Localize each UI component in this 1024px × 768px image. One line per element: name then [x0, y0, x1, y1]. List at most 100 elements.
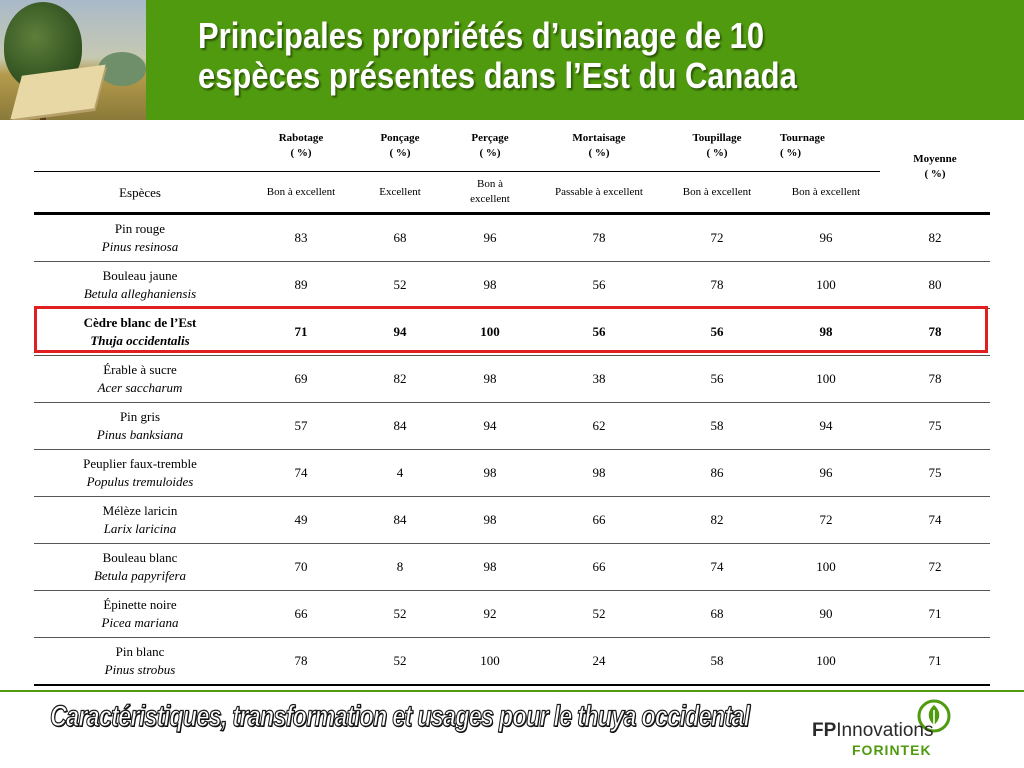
species-scientific-name: Picea mariana [101, 615, 179, 630]
value-cell: 52 [536, 590, 662, 638]
value-cell: 74 [662, 543, 772, 591]
col-unit: ( %) [479, 147, 501, 159]
value-cell: 98 [536, 449, 662, 497]
species-cell: Bouleau jaune Betula alleghaniensis [34, 261, 246, 309]
species-common-name: Érable à sucre [103, 362, 177, 377]
value-cell: 74 [246, 449, 356, 497]
header-band: Principales propriétés d’usinage de 10 e… [0, 0, 1024, 120]
value-cell: 78 [662, 261, 772, 309]
fpinnovations-logo: FPInnovations FORINTEK [812, 696, 1012, 762]
value-cell: 90 [772, 590, 880, 638]
average-cell: 71 [880, 590, 990, 638]
header-blank [34, 121, 246, 172]
value-cell: 98 [772, 308, 880, 356]
value-cell: 56 [536, 308, 662, 356]
rating-cell: Bon à excellent [246, 171, 356, 214]
species-scientific-name: Thuja occidentalis [90, 333, 190, 348]
species-common-name: Bouleau blanc [102, 550, 178, 565]
value-cell: 56 [662, 308, 772, 356]
logo-fp: FP [812, 720, 837, 741]
value-cell: 100 [444, 308, 536, 356]
col-name: Ponçage [380, 132, 420, 144]
species-cell: Épinette noire Picea mariana [34, 590, 246, 638]
value-cell: 94 [772, 402, 880, 450]
value-cell: 8 [356, 543, 444, 591]
page-title: Principales propriétés d’usinage de 10 e… [198, 16, 886, 96]
value-cell: 52 [356, 637, 444, 686]
value-cell: 72 [772, 496, 880, 544]
col-name: Mortaisage [572, 132, 626, 144]
average-cell: 80 [880, 261, 990, 309]
value-cell: 38 [536, 355, 662, 403]
species-common-name: Épinette noire [103, 597, 177, 612]
table-row: Peuplier faux-tremble Populus tremuloides… [34, 449, 990, 497]
value-cell: 78 [536, 212, 662, 262]
value-cell: 56 [536, 261, 662, 309]
table-row: Bouleau jaune Betula alleghaniensis 89 52 98… [34, 261, 990, 309]
footer-divider [0, 690, 1024, 692]
col-header-5: Tournage ( %) [772, 121, 880, 172]
col-unit: ( %) [389, 147, 411, 159]
average-header: Moyenne ( %) [880, 121, 990, 214]
rating-cell: Bon à excellent [662, 171, 772, 214]
species-cell: Érable à sucre Acer saccharum [34, 355, 246, 403]
value-cell: 71 [246, 308, 356, 356]
value-cell: 98 [444, 261, 536, 309]
value-cell: 89 [246, 261, 356, 309]
average-cell: 71 [880, 637, 990, 686]
species-scientific-name: Pinus strobus [104, 662, 176, 677]
col-unit: ( %) [588, 147, 610, 159]
value-cell: 94 [356, 308, 444, 356]
value-cell: 24 [536, 637, 662, 686]
title-line-2: espèces présentes dans l’Est du Canada [198, 55, 797, 96]
value-cell: 96 [772, 212, 880, 262]
species-scientific-name: Larix laricina [103, 521, 177, 536]
rating-cell: Passable à excellent [536, 171, 662, 214]
average-cell: 75 [880, 402, 990, 450]
species-cell: Pin rouge Pinus resinosa [34, 212, 246, 262]
logo-name: FPInnovations [812, 720, 933, 742]
species-common-name: Cèdre blanc de l’Est [83, 315, 197, 330]
table-row: Bouleau blanc Betula papyrifera 70 8 98 66 74 1… [34, 543, 990, 591]
value-cell: 84 [356, 402, 444, 450]
value-cell: 52 [356, 261, 444, 309]
value-cell: 78 [246, 637, 356, 686]
value-cell: 96 [444, 212, 536, 262]
average-unit: ( %) [924, 167, 946, 180]
value-cell: 98 [444, 543, 536, 591]
value-cell: 98 [444, 355, 536, 403]
logo-innovations: Innovations [836, 720, 934, 741]
value-cell: 100 [444, 637, 536, 686]
value-cell: 98 [444, 449, 536, 497]
species-common-name: Mélèze laricin [102, 503, 178, 518]
table-row: Mélèze laricin Larix laricina 49 84 98 66 82 72… [34, 496, 990, 544]
value-cell: 66 [536, 496, 662, 544]
table-row: Épinette noire Picea mariana 66 52 92 52 68 90 7… [34, 590, 990, 638]
species-scientific-name: Pinus banksiana [96, 427, 184, 442]
species-cell: Peuplier faux-tremble Populus tremuloides [34, 449, 246, 497]
species-scientific-name: Betula papyrifera [93, 568, 187, 583]
value-cell: 58 [662, 402, 772, 450]
col-header-0: Rabotage ( %) [246, 121, 356, 172]
species-common-name: Bouleau jaune [102, 268, 178, 283]
value-cell: 52 [356, 590, 444, 638]
col-header-2: Perçage ( %) [444, 121, 536, 172]
value-cell: 96 [772, 449, 880, 497]
species-common-name: Pin rouge [114, 221, 166, 236]
average-label: Moyenne [913, 152, 957, 165]
value-cell: 62 [536, 402, 662, 450]
average-cell: 82 [880, 212, 990, 262]
title-line-1: Principales propriétés d’usinage de 10 [198, 15, 765, 56]
rating-cell: Bon à excellent [772, 171, 880, 214]
value-cell: 94 [444, 402, 536, 450]
average-cell: 78 [880, 355, 990, 403]
table-row: Pin gris Pinus banksiana 57 84 94 62 58 94 75 [34, 402, 990, 450]
species-common-name: Pin blanc [115, 644, 165, 659]
value-cell: 72 [662, 212, 772, 262]
cedar-foliage [98, 52, 146, 86]
col-unit: ( %) [780, 147, 802, 159]
average-cell: 75 [880, 449, 990, 497]
rating-cell: Bon à excellent [444, 171, 536, 214]
value-cell: 98 [444, 496, 536, 544]
footer-caption: Caractéristiques, transformation et usag… [49, 699, 750, 733]
